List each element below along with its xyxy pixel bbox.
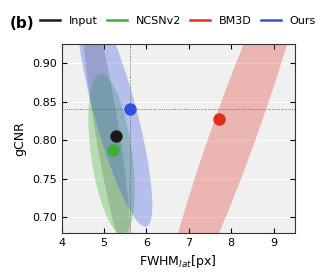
Y-axis label: gCNR: gCNR [13, 121, 26, 156]
Point [217, 117, 222, 121]
Point [113, 134, 118, 138]
Ellipse shape [160, 0, 311, 277]
Ellipse shape [77, 0, 152, 227]
Point [111, 148, 116, 153]
Legend: Input, NCSNv2, BM3D, Ours: Input, NCSNv2, BM3D, Ours [36, 12, 320, 31]
Point [128, 107, 133, 112]
Ellipse shape [88, 74, 135, 234]
Text: (b): (b) [10, 16, 35, 31]
X-axis label: FWHM$_{lat}$[px]: FWHM$_{lat}$[px] [140, 253, 217, 270]
Ellipse shape [82, 0, 131, 259]
